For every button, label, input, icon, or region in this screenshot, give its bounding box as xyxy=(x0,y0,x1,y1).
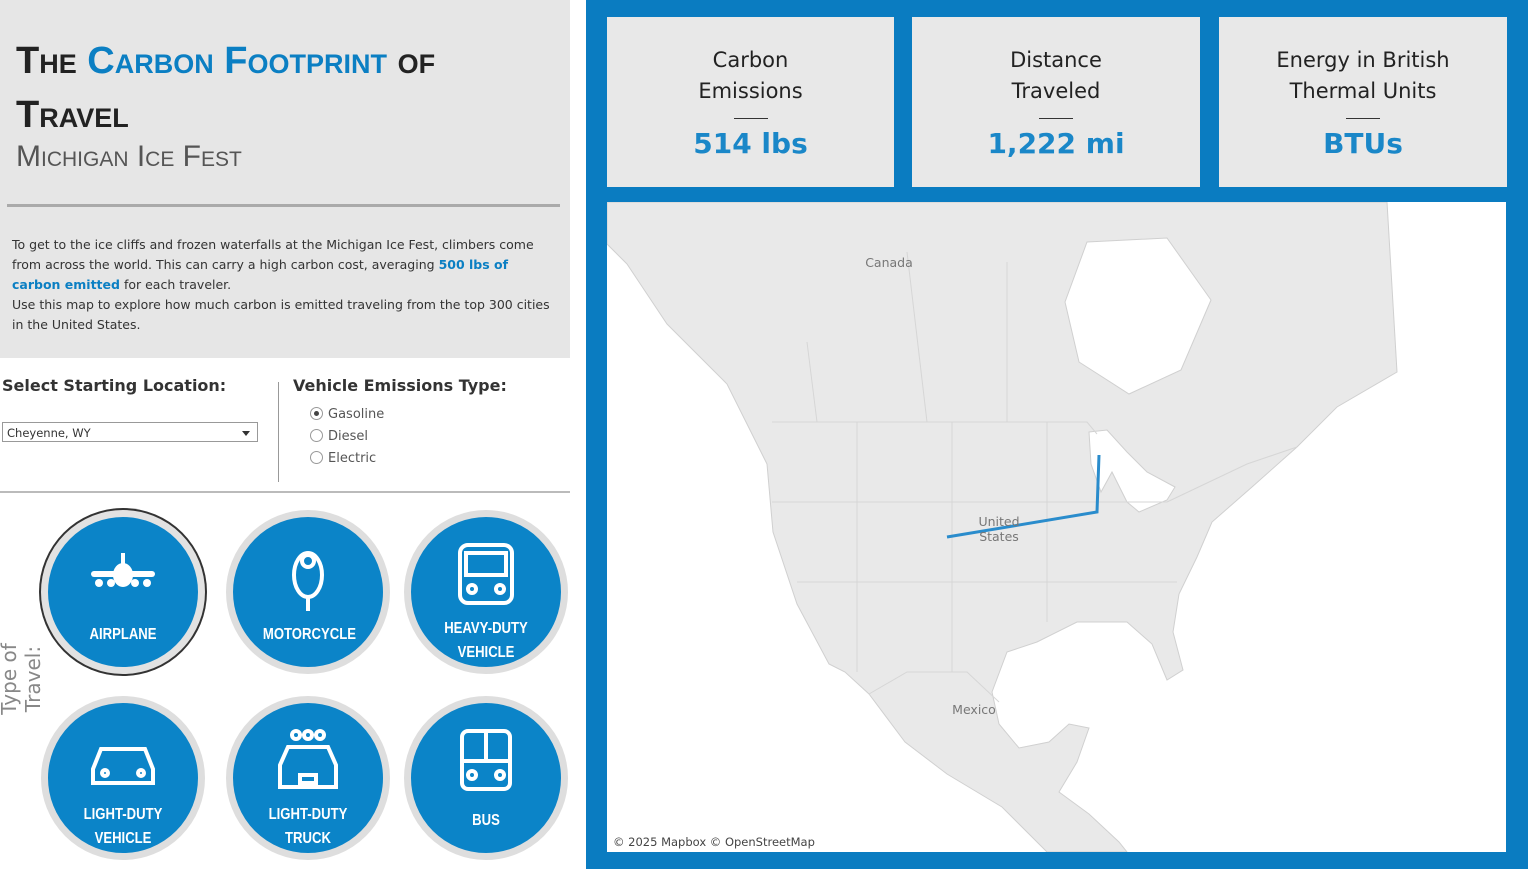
radio-option[interactable]: Gasoline xyxy=(310,407,384,422)
description: To get to the ice cliffs and frozen wate… xyxy=(12,235,552,335)
travel-label: LIGHT-DUTY TRUCK xyxy=(268,806,348,847)
kpi-rule xyxy=(1346,118,1380,119)
kpi-card: Energy in British Thermal Units BTUs xyxy=(1219,17,1507,187)
radio-dot xyxy=(310,429,323,442)
travel-label: Type of Travel: xyxy=(0,643,45,715)
divider xyxy=(278,382,279,482)
title: The Carbon Footprint of Travel xyxy=(16,34,556,142)
map-attribution: © 2025 Mapbox © OpenStreetMap xyxy=(613,835,815,849)
kpi-label: Energy in British Thermal Units xyxy=(1276,48,1450,103)
filter-label: Vehicle Emissions Type: xyxy=(293,376,507,395)
travel-label: LIGHT-DUTY VEHICLE xyxy=(83,806,163,847)
kpi-value: 514 lbs xyxy=(693,127,808,160)
subtitle: Michigan Ice Fest xyxy=(16,140,242,173)
travel-icon xyxy=(91,747,155,785)
filter-label: Select Starting Location: xyxy=(2,376,227,395)
hudson-bay xyxy=(1064,237,1212,395)
radio-option[interactable]: Diesel xyxy=(310,429,368,444)
radio-label: Diesel xyxy=(328,429,369,444)
map-label: Mexico xyxy=(952,702,996,717)
travel-button[interactable]: BUS xyxy=(404,696,568,860)
description-highlight: 500 lbs of carbon emitted xyxy=(12,257,509,292)
route xyxy=(946,454,1101,539)
travel-button[interactable]: MOTORCYCLE xyxy=(226,510,390,674)
travel-button[interactable]: HEAVY-DUTY VEHICLE xyxy=(404,510,568,674)
travel-button[interactable]: LIGHT-DUTY TRUCK xyxy=(226,696,390,860)
kpi-rule xyxy=(1039,118,1073,119)
description-text: for each traveler. xyxy=(123,277,232,292)
radio-label: Gasoline xyxy=(328,407,385,422)
kpi-card: Carbon Emissions 514 lbs xyxy=(607,17,894,187)
map-label: Canada xyxy=(865,255,913,270)
kpi-value: BTUs xyxy=(1323,127,1403,160)
borders xyxy=(772,251,1298,703)
title-part: The xyxy=(16,40,77,82)
radio-dot xyxy=(310,407,323,420)
description-text: Use this map to explore how much carbon … xyxy=(12,297,550,332)
travel-label: MOTORCYCLE xyxy=(262,626,356,643)
location-dropdown[interactable]: Cheyenne, WY xyxy=(2,422,258,442)
travel-icon xyxy=(292,551,324,611)
radio-option[interactable]: Electric xyxy=(310,451,376,466)
kpi-card: Distance Traveled 1,222 mi xyxy=(912,17,1200,187)
divider xyxy=(7,204,560,207)
travel-label: BUS xyxy=(472,812,500,829)
travel-button[interactable]: AIRPLANE xyxy=(41,510,205,674)
travel-label: HEAVY-DUTY VEHICLE xyxy=(444,620,528,661)
travel-label: AIRPLANE xyxy=(89,626,157,643)
map: Canada United States Mexico © 2025 Mapbo… xyxy=(607,202,1506,852)
travel-icon xyxy=(458,543,514,605)
divider xyxy=(0,491,570,493)
title-part: of xyxy=(397,40,436,82)
map-label: United States xyxy=(978,514,1020,544)
radio-dot xyxy=(310,451,323,464)
kpi-label: Distance Traveled xyxy=(1010,48,1102,103)
radio-label: Electric xyxy=(328,451,377,466)
kpi-label: Carbon Emissions xyxy=(698,48,803,103)
kpi-rule xyxy=(733,118,768,119)
title-part: Carbon Footprint xyxy=(87,40,387,82)
travel-button[interactable]: LIGHT-DUTY VEHICLE xyxy=(41,696,205,860)
map-canvas xyxy=(607,202,1398,852)
travel-icon xyxy=(91,553,155,587)
description-text: To get to the ice cliffs and frozen wate… xyxy=(12,237,534,272)
travel-icon xyxy=(460,729,512,791)
kpi-value: 1,222 mi xyxy=(987,127,1125,160)
header-panel xyxy=(0,0,570,358)
title-part: Travel xyxy=(16,94,129,136)
travel-icon xyxy=(278,729,338,789)
